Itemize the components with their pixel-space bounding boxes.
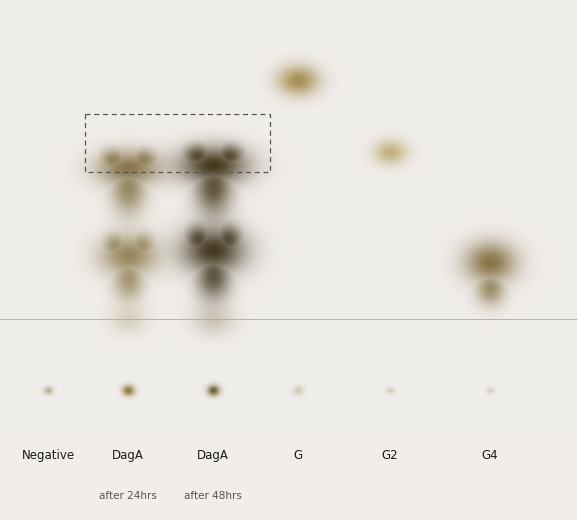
Bar xyxy=(85,114,270,172)
Text: Negative: Negative xyxy=(21,449,74,462)
Text: after 24hrs: after 24hrs xyxy=(99,491,157,501)
Text: G4: G4 xyxy=(482,449,499,462)
Text: G2: G2 xyxy=(382,449,398,462)
Text: DagA: DagA xyxy=(197,449,229,462)
Text: G: G xyxy=(294,449,302,462)
Text: DagA: DagA xyxy=(112,449,144,462)
Text: after 48hrs: after 48hrs xyxy=(184,491,242,501)
